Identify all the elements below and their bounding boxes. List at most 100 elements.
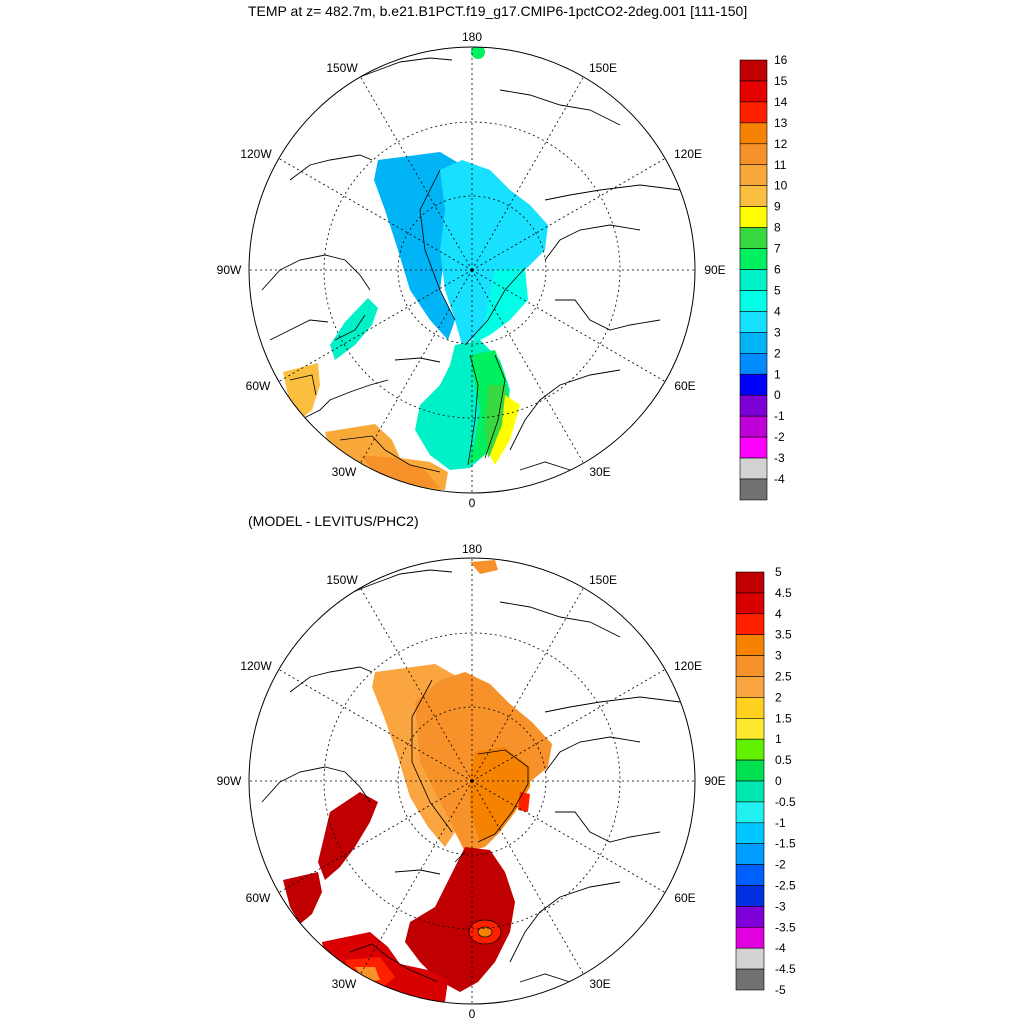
lon-label-120w: 120W: [240, 147, 272, 161]
colorbar-swatch: [735, 697, 765, 719]
diff-labrador-region: [283, 872, 322, 924]
lon-label-30w: 30W: [332, 977, 357, 991]
colorbar-label: 3.5: [775, 628, 792, 642]
colorbar-swatch: [739, 478, 768, 501]
lon-label-150w: 150W: [326, 61, 358, 75]
colorbar-swatch: [739, 248, 768, 270]
colorbar-label: 5: [774, 283, 781, 297]
lon-label-60w: 60W: [246, 891, 271, 905]
colorbar-swatch: [739, 185, 768, 207]
colorbar-swatch: [735, 968, 765, 991]
field-baffin-region: [330, 298, 378, 360]
temperature-field: [261, 47, 681, 490]
colorbar-swatch: [739, 290, 768, 312]
colorbar-label: 4: [774, 304, 781, 318]
colorbar-swatch: [735, 759, 765, 782]
colorbar-label: -3: [775, 899, 786, 913]
colorbar-label: 0: [774, 388, 781, 402]
lon-label-30w: 30W: [332, 465, 357, 479]
colorbar-swatch: [735, 864, 765, 886]
colorbar-swatch: [735, 655, 765, 677]
colorbar-swatch: [735, 926, 765, 949]
field-cyan-region: [440, 160, 548, 345]
colorbar-swatch: [735, 592, 765, 615]
colorbar-label: -1.5: [775, 837, 796, 851]
colorbar-label: 16: [774, 53, 788, 67]
bottom-panel-title: (MODEL - LEVITUS/PHC2): [248, 513, 419, 529]
colorbar-label: 13: [774, 116, 788, 130]
map-boundary-bottom: [248, 557, 696, 1005]
lon-label-90w: 90W: [217, 263, 242, 277]
colorbar-swatch: [735, 801, 765, 824]
colorbar-swatch: [739, 352, 768, 375]
diff-nordic-region: [405, 847, 515, 992]
colorbar-swatch: [739, 436, 768, 459]
field-pacific-spot: [471, 47, 485, 59]
colorbar-label: 12: [774, 137, 788, 151]
field-aqua-region: [470, 268, 528, 345]
colorbar-swatch: [739, 59, 768, 82]
lon-label-30e: 30E: [589, 465, 610, 479]
colorbar-swatch: [739, 332, 768, 354]
colorbar-swatch: [739, 415, 768, 438]
colorbar-label: 1: [775, 732, 782, 746]
diff-eurasian-warm: [470, 747, 530, 842]
lon-label-120w: 120W: [240, 659, 272, 673]
lon-label-90e: 90E: [704, 774, 725, 788]
colorbar-swatch: [739, 143, 768, 166]
colorbar-label: -4: [774, 472, 785, 486]
colorbar-label: -2: [775, 858, 786, 872]
colorbar-swatch: [735, 634, 765, 656]
colorbar-swatch: [735, 906, 765, 928]
colorbar-swatch: [735, 676, 765, 698]
colorbar-swatch: [739, 80, 768, 103]
colorbar-swatch: [739, 164, 768, 187]
colorbar-label: 5: [775, 565, 782, 579]
colorbar-label: 2: [775, 690, 782, 704]
colorbar-swatch: [735, 885, 765, 907]
lon-label-150w: 150W: [326, 573, 358, 587]
map-boundary: [248, 46, 696, 494]
colorbar-label: -5: [775, 983, 786, 997]
colorbar-label: 4.5: [775, 586, 792, 600]
colorbar-swatch: [739, 101, 768, 124]
colorbar-swatch: [735, 780, 765, 803]
longitude-labels-bottom: 180 150W 150E 120W 120E 90W 90E 60W 60E …: [217, 542, 726, 1021]
colorbar-swatch: [735, 613, 765, 636]
lon-label-60e: 60E: [674, 891, 695, 905]
difference-polar-map: 180 150W 150E 120W 120E 90W 90E 60W 60E …: [217, 542, 796, 1021]
colorbar-swatch: [735, 571, 765, 594]
colorbar-label: 3: [774, 325, 781, 339]
colorbar-label: 9: [774, 200, 781, 214]
colorbar-label: -4.5: [775, 962, 796, 976]
diff-nordic-peak: [477, 926, 493, 938]
difference-colorbar: 5 4.5 4 3.5 3 2.5 2 1.5 1 0.5 0 -0.5 -1 -1.5 -2 -2.5 -3 -…: [735, 565, 796, 997]
lon-label-120e: 120E: [674, 147, 702, 161]
colorbar-label: 7: [774, 242, 781, 256]
colorbar-swatch: [735, 947, 765, 970]
colorbar-label: 2.5: [775, 670, 792, 684]
lon-label-60e: 60E: [674, 379, 695, 393]
colorbar-label: -0.5: [775, 795, 796, 809]
difference-contours: [349, 679, 529, 983]
colorbar-label: 1: [774, 367, 781, 381]
colorbar-label: -1: [775, 816, 786, 830]
colorbar-label: 4: [775, 607, 782, 621]
colorbar-label: -3.5: [775, 920, 796, 934]
colorbar-label: 6: [774, 263, 781, 277]
field-blue-region: [374, 152, 462, 340]
colorbar-label: 2: [774, 346, 781, 360]
colorbar-label: -2.5: [775, 879, 796, 893]
diff-atlantic-hot: [355, 967, 380, 982]
colorbar-label: 14: [774, 95, 788, 109]
colorbar-label: 8: [774, 221, 781, 235]
colorbar-swatch: [739, 227, 768, 249]
diff-baffin-region: [318, 792, 378, 880]
colorbar-swatch: [739, 311, 768, 333]
top-panel-title: TEMP at z= 482.7m, b.e21.B1PCT.f19_g17.C…: [248, 3, 748, 19]
lon-label-120e: 120E: [674, 659, 702, 673]
colorbar-label: 10: [774, 179, 788, 193]
colorbar-label: 3: [775, 649, 782, 663]
colorbar-label: 1.5: [775, 711, 792, 725]
colorbar-label: -4: [775, 941, 786, 955]
